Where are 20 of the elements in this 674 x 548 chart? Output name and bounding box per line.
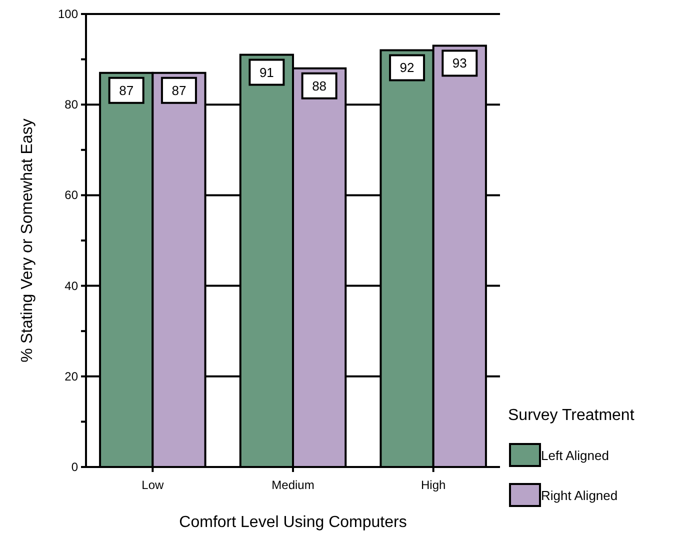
data-label: 87 — [172, 82, 186, 98]
x-tick-label: Medium — [272, 478, 314, 492]
data-label: 93 — [452, 56, 467, 71]
legend-label: Left Aligned — [541, 448, 609, 463]
data-label: 87 — [119, 82, 134, 98]
data-label: 91 — [259, 64, 274, 80]
data-label: 88 — [312, 78, 327, 94]
y-tick-label: 80 — [64, 98, 78, 112]
x-axis-title: Comfort Level Using Computers — [179, 514, 407, 531]
legend-label: Right Aligned — [541, 488, 618, 503]
x-tick-label: High — [420, 478, 446, 492]
y-tick-label: 20 — [64, 369, 78, 384]
x-tick-label: Low — [142, 478, 164, 492]
y-tick-label: 60 — [64, 188, 78, 202]
y-tick-label: 0 — [71, 460, 78, 474]
y-tick-label: 40 — [64, 278, 78, 293]
y-axis-title: % Stating Very or Somewhat Easy — [19, 118, 36, 362]
legend-title: Survey Treatment — [508, 407, 635, 424]
data-label: 92 — [400, 60, 414, 76]
y-tick-label: 100 — [58, 7, 78, 21]
